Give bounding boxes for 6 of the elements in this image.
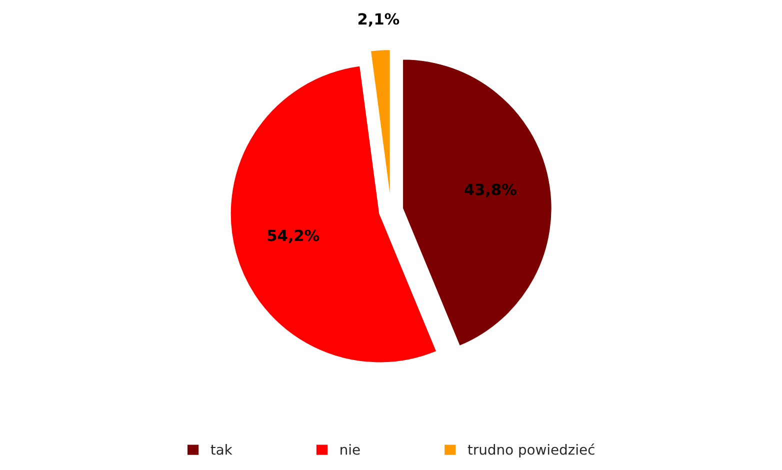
legend-label: trudno powiedzieć [468, 444, 594, 458]
legend-label: nie [340, 444, 360, 455]
data-label: 2,1% [358, 13, 400, 27]
legend-label: tak [210, 444, 232, 455]
data-label: 43,8% [464, 184, 516, 198]
data-label: 54,2% [268, 230, 320, 244]
